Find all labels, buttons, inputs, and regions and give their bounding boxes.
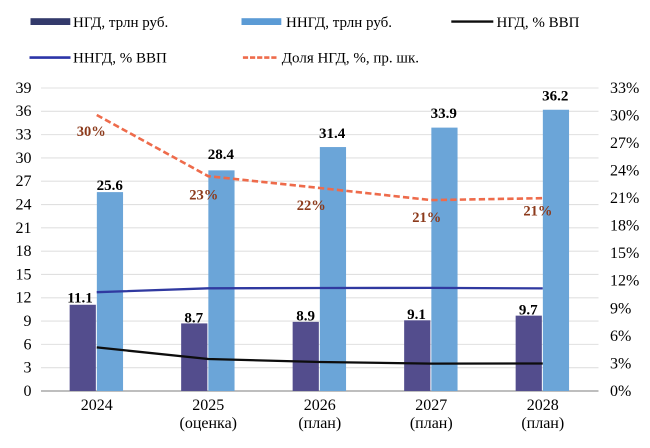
svg-text:2024: 2024: [81, 397, 113, 414]
svg-text:24%: 24%: [610, 163, 639, 180]
svg-text:9.1: 9.1: [407, 307, 426, 323]
svg-text:39: 39: [16, 80, 32, 97]
svg-text:(план): (план): [521, 415, 564, 432]
svg-text:ННГД, трлн руб.: ННГД, трлн руб.: [286, 15, 392, 31]
svg-text:22%: 22%: [297, 198, 326, 214]
svg-text:27%: 27%: [610, 135, 639, 152]
svg-text:33%: 33%: [610, 80, 639, 97]
svg-text:33.9: 33.9: [431, 106, 457, 122]
svg-text:6%: 6%: [610, 328, 631, 345]
svg-text:28.4: 28.4: [208, 147, 235, 163]
svg-text:21%: 21%: [412, 210, 441, 226]
svg-text:27: 27: [16, 173, 32, 190]
svg-text:15: 15: [16, 266, 32, 283]
svg-text:33: 33: [16, 127, 32, 144]
svg-text:25.6: 25.6: [97, 178, 124, 194]
svg-text:2026: 2026: [304, 397, 336, 414]
svg-text:21: 21: [16, 220, 32, 237]
svg-text:21%: 21%: [523, 204, 552, 220]
svg-text:2027: 2027: [415, 397, 447, 414]
svg-text:Доля НГД, %, пр. шк.: Доля НГД, %, пр. шк.: [282, 51, 419, 67]
svg-text:31.4: 31.4: [319, 126, 346, 142]
svg-text:30%: 30%: [610, 107, 639, 124]
svg-text:6: 6: [24, 336, 32, 353]
svg-text:8.9: 8.9: [296, 309, 315, 325]
svg-text:12: 12: [16, 290, 32, 307]
svg-text:НГД, % ВВП: НГД, % ВВП: [497, 15, 580, 31]
svg-text:(оценка): (оценка): [179, 415, 237, 432]
svg-text:21%: 21%: [610, 190, 639, 207]
svg-text:11.1: 11.1: [67, 291, 92, 307]
svg-text:ННГД, % ВВП: ННГД, % ВВП: [73, 51, 167, 67]
svg-text:3%: 3%: [610, 355, 631, 372]
svg-text:9: 9: [24, 313, 32, 330]
svg-text:9.7: 9.7: [519, 303, 538, 319]
svg-text:0%: 0%: [610, 383, 631, 400]
svg-text:(план): (план): [410, 415, 453, 432]
svg-text:30: 30: [16, 150, 32, 167]
svg-text:12%: 12%: [610, 273, 639, 290]
svg-text:2025: 2025: [192, 397, 224, 414]
svg-text:(план): (план): [298, 415, 341, 432]
svg-text:8.7: 8.7: [184, 311, 203, 327]
svg-text:24: 24: [16, 196, 32, 213]
svg-text:9%: 9%: [610, 300, 631, 317]
svg-text:23%: 23%: [189, 187, 218, 203]
svg-text:0: 0: [24, 383, 32, 400]
svg-text:18: 18: [16, 243, 32, 260]
svg-text:30%: 30%: [77, 124, 106, 140]
svg-text:36.2: 36.2: [542, 88, 568, 104]
svg-text:3: 3: [24, 360, 32, 377]
svg-text:18%: 18%: [610, 218, 639, 235]
svg-text:15%: 15%: [610, 245, 639, 262]
svg-text:НГД, трлн руб.: НГД, трлн руб.: [73, 15, 168, 31]
svg-text:2028: 2028: [527, 397, 559, 414]
svg-text:36: 36: [16, 103, 32, 120]
